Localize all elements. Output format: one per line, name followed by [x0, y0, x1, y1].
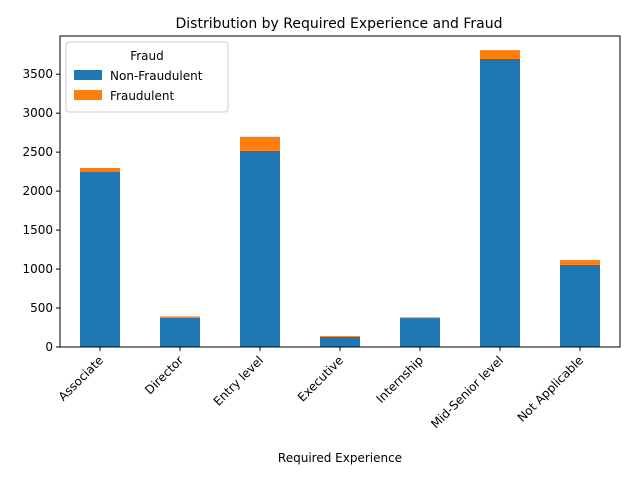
plot-frame: [59, 35, 621, 348]
legend-title: Fraud: [130, 49, 164, 63]
bar-fraudulent-5: [480, 50, 520, 59]
y-tick-label: 3000: [22, 106, 53, 120]
x-tick-label: Mid-Senior level: [428, 353, 506, 431]
y-tick-label: 1500: [22, 223, 53, 237]
x-tick-label: Associate: [56, 353, 107, 404]
bar-non-fraudulent-5: [480, 58, 520, 347]
chart-title: Distribution by Required Experience and …: [176, 16, 503, 32]
x-axis: Associate Director Entry level Executive Int…: [56, 347, 587, 431]
legend-label: Non-Fraudulent: [110, 69, 203, 83]
x-tick-label: Entry level: [211, 353, 266, 408]
bar-fraudulent-2: [240, 136, 280, 151]
x-axis-label: Required Experience: [278, 451, 402, 465]
bar-non-fraudulent-4: [400, 318, 440, 347]
x-tick-label: Executive: [295, 353, 346, 404]
y-tick-label: 3500: [22, 67, 53, 81]
bar-fraudulent-3: [320, 336, 360, 337]
legend-swatch: [74, 90, 102, 100]
bar-non-fraudulent-3: [320, 336, 360, 347]
legend: Fraud Non-Fraudulent Fraudulent: [65, 41, 229, 113]
legend-box: [65, 41, 229, 113]
bar-non-fraudulent-0: [80, 172, 120, 347]
bar-fraudulent-4: [400, 317, 440, 319]
y-tick-label: 0: [45, 340, 53, 354]
y-tick-label: 500: [30, 301, 53, 315]
x-tick-label: Internship: [374, 353, 427, 406]
bar-non-fraudulent-6: [560, 264, 600, 347]
x-tick-label: Director: [142, 353, 186, 397]
bar-fraudulent-6: [560, 260, 600, 265]
y-tick-label: 2500: [22, 145, 53, 159]
bar-fraudulent-0: [80, 167, 120, 173]
bar-non-fraudulent-1: [160, 317, 200, 347]
y-tick-label: 2000: [22, 184, 53, 198]
legend-label: Fraudulent: [110, 89, 174, 103]
bars-group: [80, 50, 600, 347]
bar-fraudulent-1: [160, 316, 200, 318]
y-axis: 0 500 1000 1500 2000 2500 3000 3500: [22, 67, 60, 354]
y-tick-label: 1000: [22, 262, 53, 276]
legend-swatch: [74, 70, 102, 80]
bar-non-fraudulent-2: [240, 150, 280, 347]
x-tick-label: Not Applicable: [515, 353, 587, 425]
